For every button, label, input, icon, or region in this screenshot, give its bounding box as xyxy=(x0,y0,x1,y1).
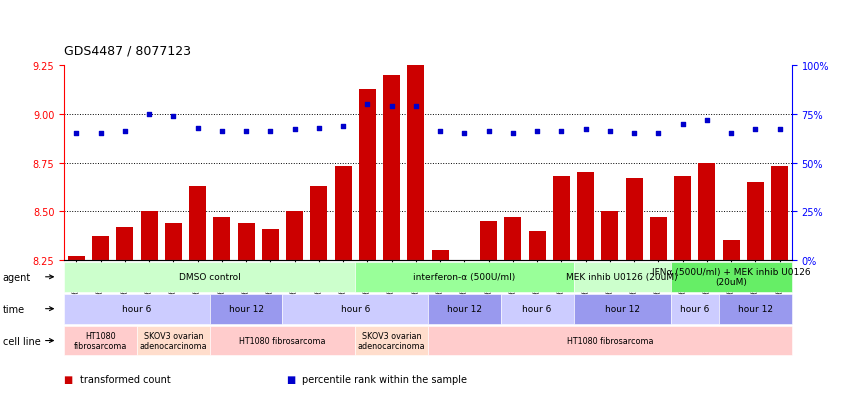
Point xyxy=(239,129,253,135)
Bar xyxy=(383,76,400,260)
Point xyxy=(215,129,229,135)
Point xyxy=(166,113,180,120)
Bar xyxy=(68,256,85,260)
Point xyxy=(748,127,762,133)
Text: interferon-α (500U/ml): interferon-α (500U/ml) xyxy=(413,273,515,282)
Point xyxy=(506,131,520,137)
Bar xyxy=(311,186,327,260)
Text: hour 6: hour 6 xyxy=(681,304,710,313)
Text: DMSO control: DMSO control xyxy=(179,273,241,282)
Bar xyxy=(335,167,352,260)
Bar xyxy=(189,186,206,260)
Text: hour 12: hour 12 xyxy=(604,304,639,313)
Text: HT1080 fibrosarcoma: HT1080 fibrosarcoma xyxy=(239,336,326,345)
Point xyxy=(482,129,496,135)
Point xyxy=(724,131,738,137)
Text: IFNα (500U/ml) + MEK inhib U0126
(20uM): IFNα (500U/ml) + MEK inhib U0126 (20uM) xyxy=(652,268,811,287)
Text: HT1080
fibrosarcoma: HT1080 fibrosarcoma xyxy=(74,331,128,350)
Bar xyxy=(116,227,134,260)
Text: HT1080 fibrosarcoma: HT1080 fibrosarcoma xyxy=(567,336,653,345)
Bar xyxy=(286,211,303,260)
Bar xyxy=(262,229,279,260)
Bar xyxy=(771,167,788,260)
Text: hour 12: hour 12 xyxy=(229,304,264,313)
Point xyxy=(555,129,568,135)
Bar xyxy=(213,218,230,260)
Point xyxy=(579,127,592,133)
Point xyxy=(433,129,447,135)
Text: SKOV3 ovarian
adenocarcinoma: SKOV3 ovarian adenocarcinoma xyxy=(358,331,425,350)
Bar xyxy=(529,231,545,260)
Point xyxy=(264,129,277,135)
Text: hour 12: hour 12 xyxy=(447,304,482,313)
Point xyxy=(457,131,471,137)
Text: SKOV3 ovarian
adenocarcinoma: SKOV3 ovarian adenocarcinoma xyxy=(140,331,207,350)
Text: ■: ■ xyxy=(64,374,76,384)
Point xyxy=(360,102,374,108)
Text: MEK inhib U0126 (20uM): MEK inhib U0126 (20uM) xyxy=(566,273,678,282)
Text: hour 6: hour 6 xyxy=(122,304,152,313)
Text: cell line: cell line xyxy=(3,336,40,346)
Bar xyxy=(431,250,449,260)
Text: GDS4487 / 8077123: GDS4487 / 8077123 xyxy=(64,45,191,58)
Text: transformed count: transformed count xyxy=(80,374,170,384)
Point xyxy=(93,131,108,137)
Point xyxy=(773,127,787,133)
Bar xyxy=(747,183,764,260)
Text: percentile rank within the sample: percentile rank within the sample xyxy=(302,374,467,384)
Text: time: time xyxy=(3,304,25,314)
Bar xyxy=(504,218,521,260)
Bar xyxy=(407,66,425,260)
Bar xyxy=(577,173,594,260)
Bar xyxy=(675,177,691,260)
Text: hour 6: hour 6 xyxy=(341,304,370,313)
Text: hour 6: hour 6 xyxy=(522,304,552,313)
Point xyxy=(675,121,689,128)
Bar xyxy=(602,211,618,260)
Point xyxy=(69,131,83,137)
Point xyxy=(700,117,714,124)
Bar xyxy=(92,237,109,260)
Point xyxy=(288,127,301,133)
Bar xyxy=(140,211,158,260)
Point xyxy=(384,104,398,110)
Point xyxy=(651,131,665,137)
Text: ■: ■ xyxy=(287,374,299,384)
Text: agent: agent xyxy=(3,272,31,282)
Point xyxy=(312,125,325,131)
Point xyxy=(409,104,423,110)
Bar xyxy=(480,221,497,260)
Point xyxy=(142,111,156,118)
Bar xyxy=(698,163,716,260)
Point xyxy=(336,123,350,130)
Bar xyxy=(626,179,643,260)
Text: hour 12: hour 12 xyxy=(738,304,773,313)
Bar xyxy=(553,177,570,260)
Bar xyxy=(722,241,740,260)
Bar xyxy=(165,223,181,260)
Point xyxy=(603,129,616,135)
Point xyxy=(118,129,132,135)
Point xyxy=(627,131,641,137)
Bar xyxy=(650,218,667,260)
Bar xyxy=(238,223,254,260)
Bar xyxy=(359,89,376,260)
Point xyxy=(530,129,544,135)
Point xyxy=(191,125,205,131)
